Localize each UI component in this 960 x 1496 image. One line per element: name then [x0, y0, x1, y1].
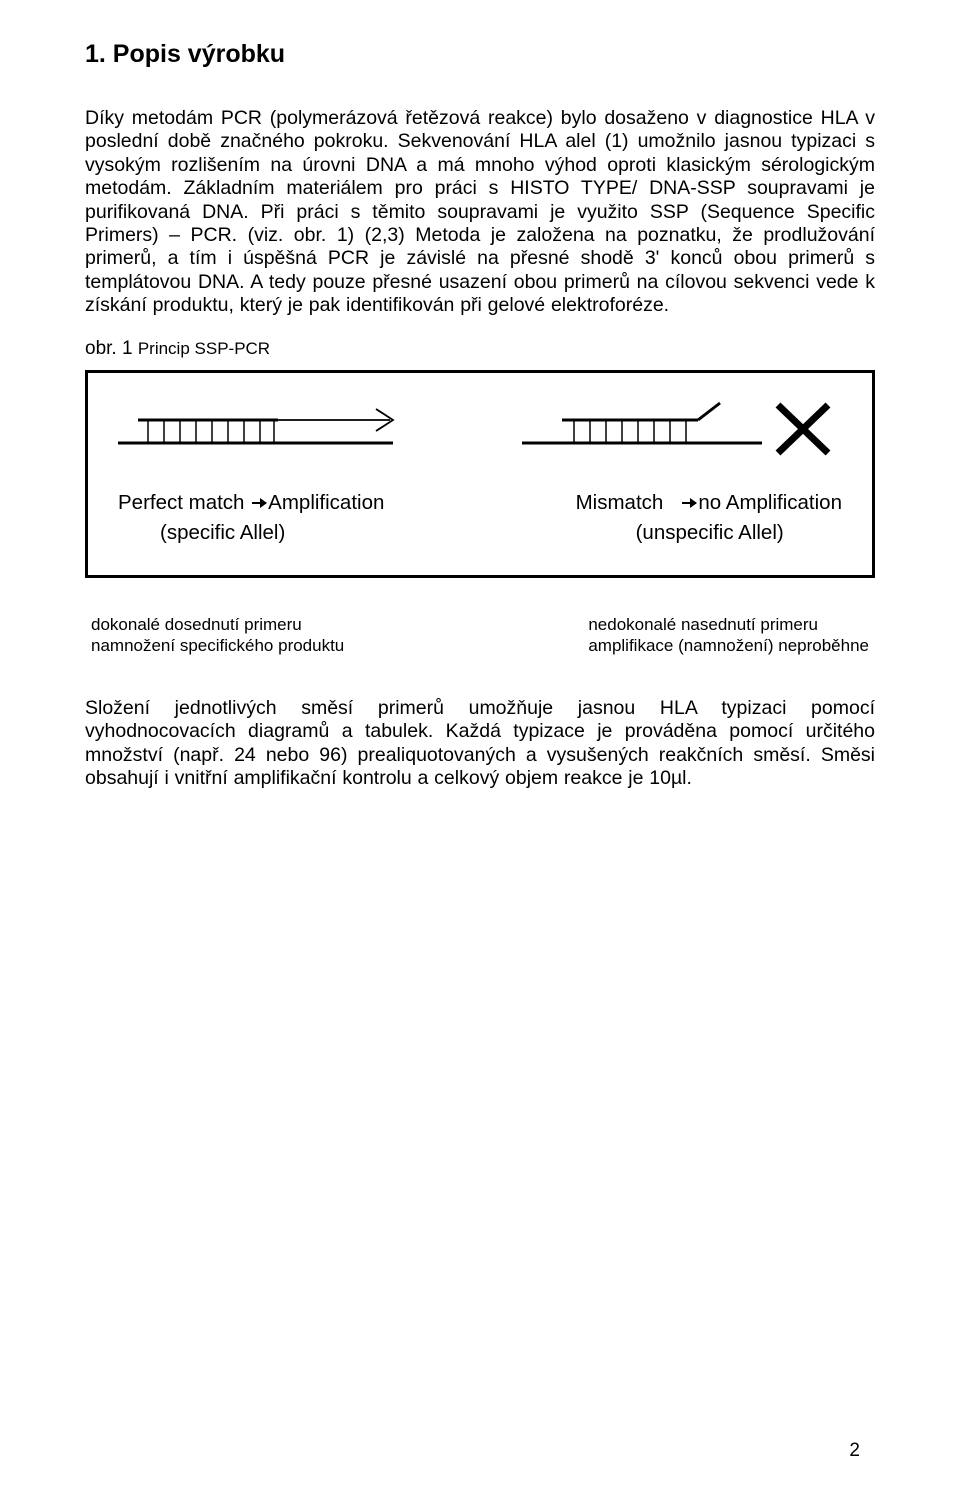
- legend-row: dokonalé dosednutí primeru namnožení spe…: [85, 614, 875, 658]
- page-number: 2: [849, 1440, 860, 1462]
- legend-left-line1: dokonalé dosednutí primeru: [91, 614, 344, 636]
- perfect-match-label: Perfect match Amplification (specific Al…: [118, 491, 384, 545]
- mismatch-diagram: [522, 401, 842, 459]
- mismatch-label: Mismatch no Amplification (unspecific Al…: [568, 491, 842, 545]
- paragraph-2: Složení jednotlivých směsí primerů umožň…: [85, 697, 875, 791]
- unspecific-allel-text: (unspecific Allel): [576, 521, 842, 545]
- section-title: 1. Popis výrobku: [85, 40, 875, 69]
- legend-left-line2: namnožení specifického produktu: [91, 635, 344, 657]
- legend-left: dokonalé dosednutí primeru namnožení spe…: [91, 614, 344, 658]
- figure-caption-label: Princip SSP-PCR: [138, 339, 270, 358]
- legend-right-line1: nedokonalé nasednutí primeru: [588, 614, 869, 636]
- mismatch-text: Mismatch: [576, 491, 664, 514]
- primer-diagram-row: [118, 401, 842, 459]
- figure-caption: obr. 1 Princip SSP-PCR: [85, 338, 875, 360]
- arrow-right-icon: [252, 496, 266, 510]
- label-line-1: Perfect match Amplification: [118, 491, 384, 515]
- cross-icon: [778, 405, 828, 453]
- perfect-match-diagram: [118, 403, 408, 457]
- paragraph-1: Díky metodám PCR (polymerázová řetězová …: [85, 107, 875, 318]
- label-line-1: Mismatch no Amplification: [576, 491, 842, 515]
- mismatch-icon: [522, 401, 842, 459]
- ssp-pcr-diagram: Perfect match Amplification (specific Al…: [85, 370, 875, 578]
- perfect-match-icon: [118, 403, 408, 457]
- legend-right: nedokonalé nasednutí primeru amplifikace…: [588, 614, 869, 658]
- legend-right-line2: amplifikace (namnožení) neproběhne: [588, 635, 869, 657]
- diagram-labels: Perfect match Amplification (specific Al…: [118, 491, 842, 545]
- figure-caption-prefix: obr. 1: [85, 338, 138, 359]
- amplification-text: Amplification: [268, 491, 384, 514]
- perfect-match-text: Perfect match: [118, 491, 244, 514]
- no-amplification-text: no Amplification: [698, 491, 842, 514]
- arrow-right-icon: [682, 496, 696, 510]
- specific-allel-text: (specific Allel): [118, 521, 384, 545]
